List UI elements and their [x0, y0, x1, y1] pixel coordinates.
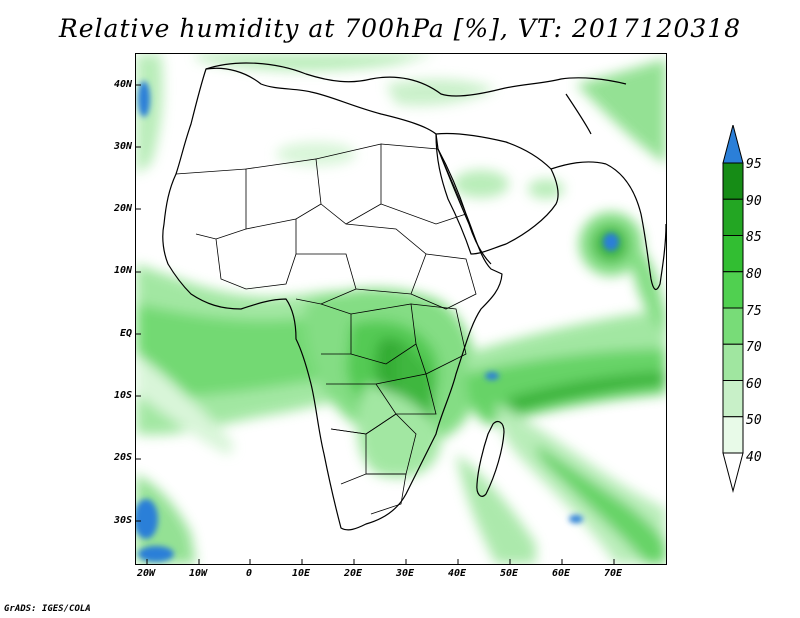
lon-label-20e: 20E	[343, 568, 363, 579]
grid-ticks	[136, 84, 615, 564]
lon-label-20w: 20W	[136, 568, 156, 579]
humidity-map	[136, 54, 666, 564]
lat-label-10s: 10S	[113, 390, 132, 401]
colorbar	[722, 125, 744, 493]
humidity-field	[136, 54, 666, 564]
colorbar-label-95: 95	[746, 157, 762, 172]
colorbar-block-50	[722, 380, 744, 418]
colorbar-label-85: 85	[746, 230, 762, 245]
lon-label-10w: 10W	[188, 568, 208, 579]
lat-label-40n: 40N	[113, 79, 132, 90]
colorbar-block-70	[722, 307, 744, 345]
colorbar-label-70: 70	[746, 340, 762, 355]
lon-label-60e: 60E	[551, 568, 571, 579]
colorbar-blocks	[722, 162, 744, 454]
saturated-patches	[136, 81, 619, 562]
colorbar-block-60	[722, 343, 744, 381]
colorbar-label-60: 60	[746, 377, 762, 392]
lon-label-0: 0	[245, 568, 253, 579]
colorbar-label-90: 90	[746, 194, 762, 209]
lon-label-70e: 70E	[603, 568, 623, 579]
lat-label-30s: 30S	[113, 515, 132, 526]
colorbar-label-40: 40	[746, 450, 762, 465]
lat-label-30n: 30N	[113, 141, 132, 152]
colorbar-block-85	[722, 198, 744, 236]
colorbar-label-75: 75	[746, 304, 762, 319]
madagascar-outline	[476, 421, 505, 497]
coastlines	[162, 62, 666, 531]
colorbar-block-40	[722, 416, 744, 454]
map-title: Relative humidity at 700hPa [%], VT: 201…	[58, 14, 742, 43]
lon-label-10e: 10E	[291, 568, 311, 579]
map-panel	[135, 53, 667, 565]
arabian-peninsula-outline	[435, 132, 559, 255]
colorbar-block-75	[722, 271, 744, 309]
colorbar-bottom-arrow	[722, 452, 744, 493]
lat-label-eq: EQ	[119, 328, 132, 339]
lon-label-30e: 30E	[395, 568, 415, 579]
colorbar-block-90	[722, 162, 744, 200]
country-borders	[175, 143, 477, 515]
grads-credit: GrADS: IGES/COLA	[4, 604, 91, 614]
india-outline	[605, 163, 666, 291]
colorbar-label-80: 80	[746, 267, 762, 282]
lon-label-50e: 50E	[499, 568, 519, 579]
lon-label-40e: 40E	[447, 568, 467, 579]
lat-label-20s: 20S	[113, 452, 132, 463]
colorbar-label-50: 50	[746, 413, 762, 428]
colorbar-top-arrow	[722, 125, 744, 164]
lat-label-20n: 20N	[113, 203, 132, 214]
colorbar-block-80	[722, 235, 744, 273]
lat-label-10n: 10N	[113, 265, 132, 276]
africa-outline	[162, 67, 503, 531]
